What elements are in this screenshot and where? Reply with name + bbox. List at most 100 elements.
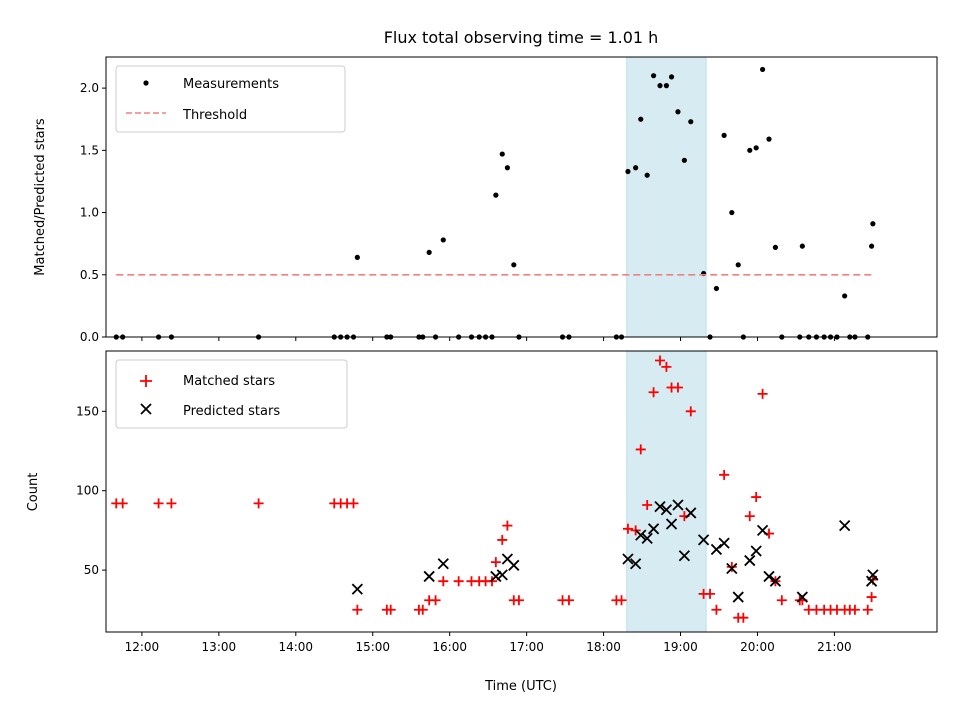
measurement-point (338, 334, 344, 340)
measurement-point (735, 262, 741, 268)
matched-star-point (751, 492, 762, 503)
measurement-point (729, 209, 735, 216)
x-tick-label: 19:00 (663, 640, 698, 654)
matched-star-point (497, 534, 508, 545)
matched-star-point (648, 387, 659, 398)
predicted-legend-marker (140, 403, 152, 415)
measurement-point (668, 74, 675, 80)
ratio-y-axis-label: Matched/Predicted stars (33, 118, 48, 276)
matched-star-point (862, 604, 873, 615)
predicted-star-point (622, 553, 634, 565)
matched-star-point (417, 604, 428, 615)
measurement-point (499, 151, 505, 157)
matched-star-point (776, 595, 787, 606)
measurement-point (747, 147, 753, 153)
measurement-point (766, 136, 772, 142)
measurement-point (644, 172, 650, 178)
count-y-axis-label: Count (26, 473, 41, 512)
y-tick-label: 150 (76, 404, 99, 418)
x-tick-label: 18:00 (586, 640, 621, 654)
x-axis-label: Time (UTC) (484, 679, 557, 694)
measurement-point (504, 165, 510, 171)
measurement-point (354, 254, 360, 260)
matched-star-point (849, 604, 860, 615)
measurement-point (681, 157, 687, 163)
measurement-point (633, 165, 639, 171)
predicted-star-point (867, 569, 879, 581)
x-tick-label: 13:00 (202, 640, 237, 654)
x-tick-label: 12:00 (125, 640, 160, 654)
predicted-star-point (750, 545, 762, 557)
x-tick-label: 21:00 (817, 640, 852, 654)
matched-star-point (685, 406, 696, 417)
measurement-point (842, 293, 848, 299)
measurement-point (482, 334, 489, 340)
measurement-point (740, 334, 746, 340)
measurement-point (675, 109, 681, 115)
measurement-point (638, 116, 644, 122)
matched-star-point (166, 498, 177, 509)
matched-star-point (655, 355, 665, 366)
predicted-star-point (437, 558, 449, 570)
measurement-point (868, 243, 875, 249)
matched-star-point (661, 361, 672, 372)
count-legend: Matched stars Predicted stars (115, 359, 348, 429)
x-tick-label: 16:00 (432, 640, 467, 654)
matched-star-point (253, 498, 264, 509)
measurement-point (350, 334, 357, 340)
measurement-point (256, 334, 262, 340)
matched-star-point (453, 576, 464, 587)
measurement-point (813, 334, 820, 340)
matched-star-point (672, 382, 683, 393)
measurement-point (420, 334, 426, 340)
predicted-star-point (756, 524, 769, 537)
ratio-legend: Measurements Threshold (115, 65, 346, 133)
y-tick-label: 1.0 (80, 206, 99, 220)
measurement-point (721, 132, 727, 138)
measurement-point (834, 334, 840, 340)
measurement-point (566, 334, 572, 340)
predicted-star-point (508, 559, 520, 571)
measurement-point (707, 334, 713, 340)
predicted-star-point (672, 499, 684, 511)
measurement-point (753, 145, 759, 151)
measurement-point (476, 334, 482, 340)
measurement-point (806, 334, 812, 340)
measurement-point (821, 334, 827, 340)
predicted-star-point (629, 558, 642, 570)
y-tick-label: 100 (76, 484, 99, 498)
chart-title: Flux total observing time = 1.01 h (384, 28, 659, 47)
matched-star-point (866, 592, 877, 603)
matched-star-point (502, 520, 513, 531)
predicted-star-point (654, 500, 666, 513)
matched-star-point (726, 561, 737, 572)
measurement-point (650, 73, 657, 79)
matched-star-point (153, 498, 164, 509)
measurement-point (559, 334, 566, 340)
matched-star-point (719, 469, 730, 480)
observing-window-span (626, 350, 707, 633)
measurement-point (618, 334, 625, 340)
measurement-point (416, 334, 422, 340)
count-panel: 50 100 150 12:00 13:00 14:00 15:00 16:00 17:00 1… (26, 350, 938, 694)
matched-star-point (430, 595, 441, 606)
measurement-point (797, 334, 803, 340)
measurement-point (426, 249, 432, 255)
matched-star-point (622, 523, 633, 534)
matched-star-point (348, 498, 359, 509)
measurement-point (468, 334, 475, 340)
measurement-point (625, 168, 631, 175)
predicted-star-point (744, 554, 756, 567)
predicted-star-point (678, 550, 691, 562)
y-tick-label: 2.0 (80, 81, 99, 95)
legend-measurements: Measurements (183, 77, 279, 92)
measurement-point (120, 334, 126, 340)
predicted-star-point (763, 570, 775, 583)
count-legend-box (115, 359, 348, 429)
measurement-point (489, 334, 495, 340)
matched-star-point (616, 595, 627, 606)
predicted-star-point (496, 569, 508, 581)
measurement-point (440, 237, 446, 243)
measurement-point (113, 334, 119, 340)
measurement-point (865, 334, 871, 340)
